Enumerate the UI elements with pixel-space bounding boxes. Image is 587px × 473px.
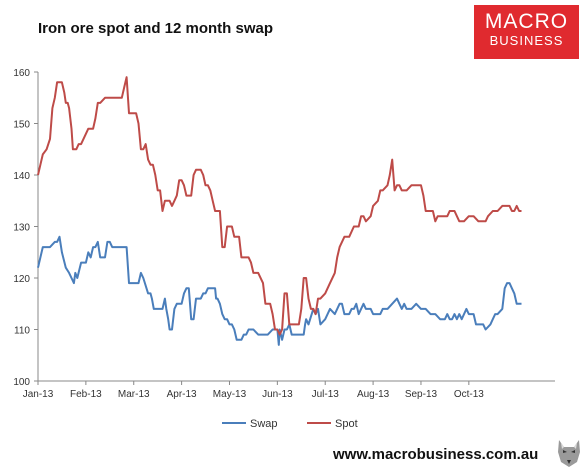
chart-series — [37, 76, 522, 346]
logo-line-1: MACRO — [484, 10, 569, 33]
x-tick-label: Jan-13 — [23, 389, 54, 400]
y-tick-label: 110 — [14, 326, 30, 337]
chart-axes: 100 110 120 130 140 150 160 Jan-13 Feb-13 Mar-13 A… — [13, 68, 555, 400]
x-tick-label: Oct-13 — [454, 389, 484, 400]
series-line-spot — [37, 76, 522, 336]
x-tick-label: Jun-13 — [262, 389, 293, 400]
x-tick-label: Mar-13 — [118, 389, 150, 400]
y-tick-label: 150 — [13, 120, 30, 131]
x-tick-label: Feb-13 — [70, 389, 102, 400]
series-line-swap — [37, 235, 522, 346]
wolf-icon — [558, 440, 580, 467]
y-tick-label: 120 — [13, 274, 30, 285]
chart-title: Iron ore spot and 12 month swap — [38, 20, 274, 37]
y-tick-label: 140 — [13, 171, 30, 182]
macro-business-logo: MACRO BUSINESS — [474, 5, 579, 59]
x-tick-label: May-13 — [213, 389, 247, 400]
x-tick-label: Sep-13 — [405, 389, 438, 400]
x-tick-label: Apr-13 — [167, 389, 197, 400]
y-tick-label: 100 — [13, 377, 30, 388]
y-tick-label: 130 — [13, 223, 30, 234]
legend-label-spot: Spot — [335, 418, 358, 430]
logo-line-2: BUSINESS — [489, 33, 564, 48]
chart-legend: Swap Spot — [222, 418, 358, 430]
x-tick-label: Aug-13 — [357, 389, 390, 400]
x-tick-label: Jul-13 — [312, 389, 340, 400]
y-tick-label: 160 — [13, 68, 30, 79]
footer-url: www.macrobusiness.com.au — [333, 446, 539, 463]
legend-label-swap: Swap — [250, 418, 278, 430]
